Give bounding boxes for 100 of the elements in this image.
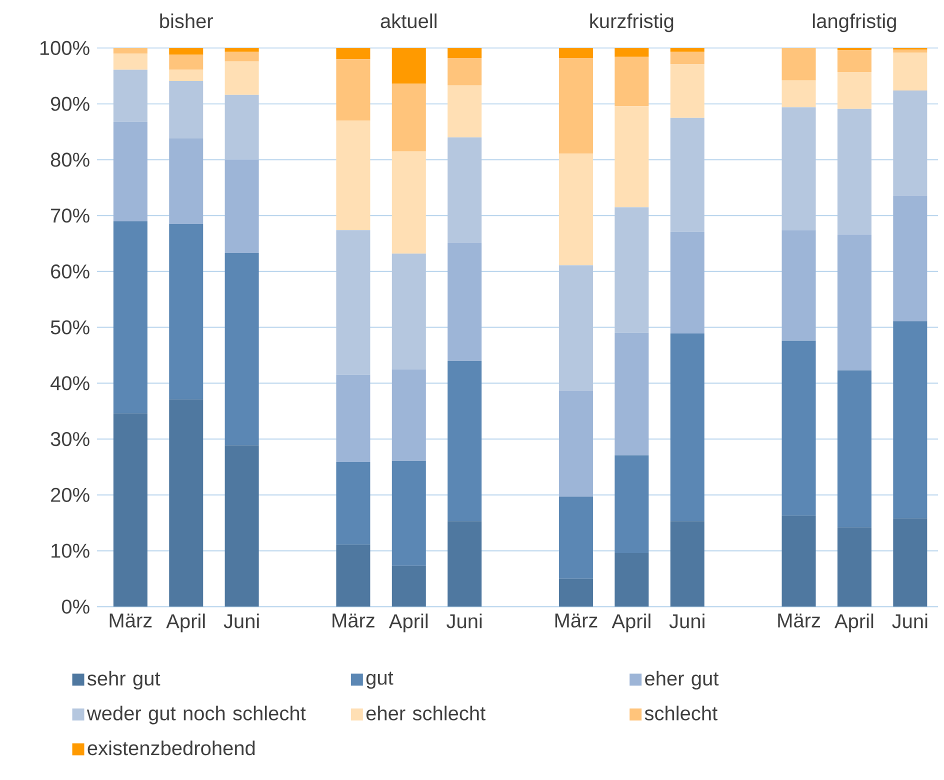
- bar: [670, 52, 704, 64]
- bar: [169, 70, 204, 81]
- bar: [392, 369, 426, 461]
- bar: [448, 242, 482, 361]
- bar: [670, 64, 704, 118]
- bar: [392, 151, 426, 254]
- bar: [614, 332, 649, 456]
- bar: [558, 154, 593, 266]
- x-tick-label: Juni: [892, 614, 928, 628]
- text: aktuell: [380, 13, 436, 28]
- bar: [558, 391, 593, 497]
- bar: [113, 221, 148, 414]
- legend-label: sehr gut: [87, 670, 160, 690]
- bar: [392, 254, 426, 370]
- legend-label: existenzbedrohend: [88, 740, 255, 756]
- bar: [614, 455, 649, 554]
- bar: [224, 94, 259, 160]
- bar: [224, 160, 259, 254]
- bar: [169, 54, 204, 70]
- bar: [113, 122, 148, 222]
- bar: [893, 518, 928, 607]
- y-tick-label: 30%: [50, 432, 90, 446]
- bar: [782, 80, 816, 108]
- bar: [448, 360, 482, 522]
- bar: [224, 61, 259, 95]
- bar: [336, 544, 370, 607]
- x-tick-label: März: [778, 614, 820, 628]
- bar: [670, 521, 704, 607]
- bar: [614, 56, 649, 106]
- x-tick-label: März: [555, 614, 598, 628]
- bar: [336, 230, 370, 375]
- bar: [336, 374, 370, 462]
- y-tick-label: 10%: [52, 544, 90, 558]
- bar: [448, 137, 482, 243]
- bar: [392, 566, 426, 607]
- bar: [169, 48, 204, 55]
- x-tick-label: Juni: [446, 614, 482, 628]
- legend-label: gut: [366, 672, 394, 689]
- bar: [893, 50, 928, 52]
- legend-label: weder gut noch schlecht: [86, 706, 306, 724]
- x-tick-label: April: [388, 614, 428, 632]
- bar: [837, 234, 872, 370]
- bar: [614, 553, 649, 607]
- x-tick-label: März: [332, 614, 374, 628]
- bar: [893, 52, 928, 90]
- bar: [448, 85, 482, 138]
- bar: [614, 106, 649, 208]
- y-tick-label: 80%: [50, 152, 90, 167]
- bar: [558, 58, 593, 154]
- y-tick-label: 60%: [51, 264, 90, 279]
- bar: [113, 413, 148, 607]
- bar: [113, 70, 148, 122]
- x-tick-label: April: [612, 614, 650, 632]
- bar: [113, 48, 148, 54]
- bar: [782, 340, 816, 516]
- bar: [392, 84, 426, 152]
- bar: [392, 460, 426, 566]
- bar: [782, 230, 816, 341]
- y-tick-label: 70%: [51, 208, 90, 223]
- x-tick-label: April: [834, 614, 874, 632]
- x-tick-label: März: [110, 614, 152, 628]
- bar: [336, 48, 370, 60]
- bar: [614, 207, 649, 333]
- bar: [670, 48, 704, 52]
- bar: [169, 138, 204, 224]
- bar: [837, 108, 872, 235]
- y-tick-label: 50%: [50, 320, 90, 334]
- bar: [448, 58, 482, 86]
- bar: [113, 54, 148, 70]
- text: kurzfristig: [590, 13, 674, 32]
- legend-label: eher gut: [645, 670, 719, 690]
- text: bisher: [160, 13, 213, 28]
- bar: [782, 516, 816, 607]
- bar: [782, 107, 816, 230]
- bar: [614, 48, 649, 57]
- x-tick-label: Juni: [669, 614, 704, 628]
- bar: [224, 52, 259, 62]
- text: langfristig: [813, 13, 896, 32]
- bar: [558, 48, 593, 58]
- y-tick-label: 40%: [50, 376, 90, 390]
- x-tick-label: Juni: [224, 614, 259, 628]
- legend-label: schlecht: [644, 706, 718, 720]
- bar: [670, 232, 704, 334]
- bar: [558, 496, 593, 579]
- bar: [837, 72, 872, 109]
- bar: [224, 253, 259, 446]
- bar: [169, 80, 204, 138]
- bar: [893, 90, 928, 196]
- bar: [336, 59, 370, 121]
- x-tick-label: April: [166, 614, 205, 632]
- legend-label: eher schlecht: [366, 706, 486, 720]
- y-tick-label: 20%: [51, 488, 90, 502]
- bar: [448, 48, 482, 58]
- bar: [837, 527, 872, 607]
- bar: [392, 48, 426, 84]
- bar: [558, 265, 593, 392]
- bar: [893, 321, 928, 518]
- bar: [224, 445, 259, 607]
- bar: [893, 196, 928, 322]
- bar: [336, 120, 370, 230]
